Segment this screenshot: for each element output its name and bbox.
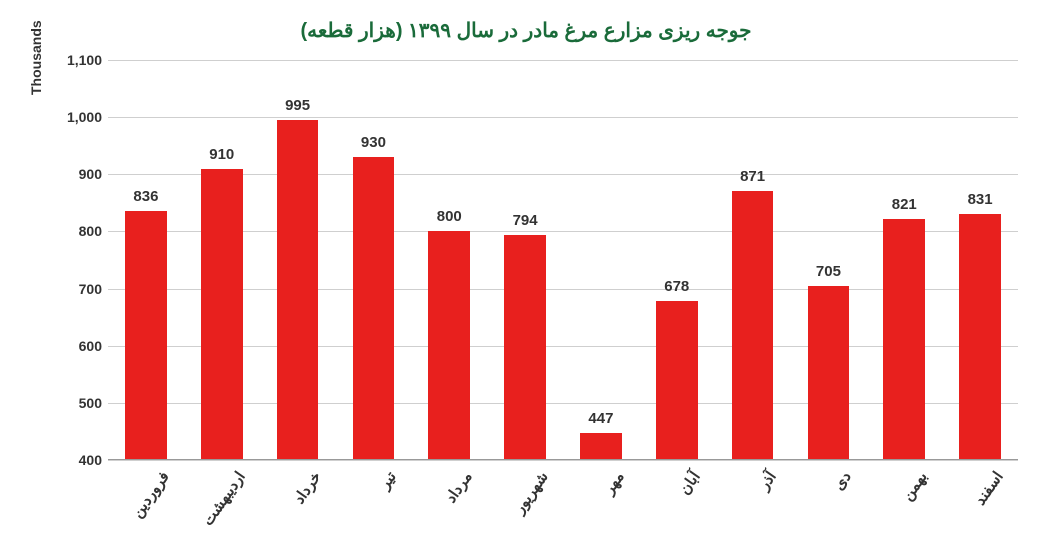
bar (656, 301, 698, 460)
y-tick-label: 600 (52, 338, 102, 354)
bar (277, 120, 319, 460)
plot-area: 836 910 995 930 800 794 447 678 871 705 821 831 (108, 60, 1018, 460)
x-tick-label: اسفند (946, 468, 1007, 544)
bar-value-label: 678 (664, 278, 689, 295)
bar-value-label: 930 (361, 134, 386, 151)
bar (808, 286, 850, 460)
gridline (108, 460, 1018, 461)
x-tick-label: خرداد (264, 468, 325, 544)
bar-value-label: 705 (816, 263, 841, 280)
x-axis-line (108, 459, 1018, 460)
y-tick-label: 1,000 (52, 109, 102, 125)
bar-value-label: 821 (892, 196, 917, 213)
bar (125, 211, 167, 460)
y-tick-label: 900 (52, 166, 102, 182)
x-tick-label: اردیبهشت (188, 468, 249, 544)
x-tick-label: فروردین (112, 468, 173, 544)
y-tick-label: 800 (52, 223, 102, 239)
x-tick-label: آبان (643, 468, 704, 544)
y-tick-label: 500 (52, 395, 102, 411)
bar (959, 214, 1001, 460)
bar-value-label: 800 (437, 208, 462, 225)
bar-value-label: 871 (740, 168, 765, 185)
chart-container: جوجه ریزی مزارع مرغ مادر در سال ۱۳۹۹ (هز… (0, 0, 1052, 547)
bar-value-label: 836 (133, 188, 158, 205)
x-tick-label: تیر (340, 468, 401, 544)
bar (580, 433, 622, 460)
x-tick-label: بهمن (870, 468, 931, 544)
x-tick-label: مهر (567, 468, 628, 544)
x-tick-label: آذر (719, 468, 780, 544)
bar-value-label: 995 (285, 97, 310, 114)
y-tick-label: 700 (52, 281, 102, 297)
bars-layer: 836 910 995 930 800 794 447 678 871 705 821 831 (108, 60, 1018, 460)
x-tick-label: دی (795, 468, 856, 544)
bar-value-label: 831 (968, 191, 993, 208)
chart-title: جوجه ریزی مزارع مرغ مادر در سال ۱۳۹۹ (هز… (0, 18, 1052, 43)
y-axis-title: Thousands (28, 20, 44, 95)
bar (732, 191, 774, 460)
x-tick-label: شهریور (491, 468, 552, 544)
bar (883, 219, 925, 460)
y-tick-label: 400 (52, 452, 102, 468)
bar (201, 169, 243, 460)
bar-value-label: 447 (588, 410, 613, 427)
bar-value-label: 794 (513, 212, 538, 229)
bar (353, 157, 395, 460)
x-tick-label: مرداد (415, 468, 476, 544)
bar (428, 231, 470, 460)
y-tick-label: 1,100 (52, 52, 102, 68)
bar-value-label: 910 (209, 146, 234, 163)
bar (504, 235, 546, 460)
